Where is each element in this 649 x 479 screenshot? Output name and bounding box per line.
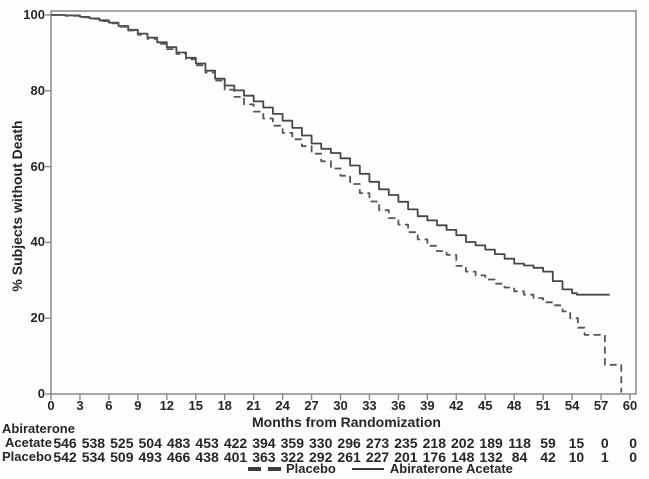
at-risk-count: 359	[280, 435, 304, 451]
legend: Placebo Abiraterone Acetate	[248, 461, 513, 476]
x-tick-label: 21	[246, 398, 261, 413]
at-risk-count: 42	[540, 449, 556, 465]
at-risk-count: 534	[81, 449, 106, 465]
at-risk-count: 546	[53, 435, 77, 451]
at-risk-count: 394	[252, 435, 276, 451]
y-tick-label: 80	[30, 82, 45, 98]
x-tick-label: 15	[188, 398, 203, 413]
at-risk-count: 292	[309, 449, 333, 465]
x-tick-label: 24	[275, 398, 290, 413]
at-risk-count: 509	[110, 449, 134, 465]
risk-table-row-label-placebo: Placebo	[2, 449, 52, 464]
x-tick-label: 30	[333, 398, 348, 413]
at-risk-count: 1	[600, 449, 609, 465]
placebo-curve	[51, 14, 623, 393]
at-risk-count: 538	[81, 435, 106, 451]
at-risk-count: 132	[479, 449, 503, 465]
at-risk-count: 401	[223, 449, 248, 465]
at-risk-count: 118	[508, 435, 531, 451]
at-risk-count: 422	[223, 435, 248, 451]
placebo-dashed-line-swatch	[248, 466, 282, 471]
y-tick-label: 0	[37, 386, 45, 401]
legend-label-abiraterone: Abiraterone Acetate	[389, 461, 513, 476]
at-risk-count: 189	[479, 435, 503, 451]
x-tick-label: 39	[420, 398, 435, 413]
at-risk-count: 218	[422, 435, 446, 451]
x-axis-ticks	[50, 394, 631, 400]
x-axis-title: Months from Randomization	[252, 414, 441, 430]
x-tick-label: 54	[564, 398, 580, 413]
x-tick-label: 51	[535, 398, 551, 413]
at-risk-count: 202	[451, 435, 475, 451]
x-tick-label: 60	[622, 398, 638, 413]
at-risk-count: 176	[422, 449, 446, 465]
y-tick-label: 20	[30, 310, 45, 326]
x-tick-label: 9	[134, 398, 142, 413]
x-tick-label: 12	[159, 398, 175, 413]
at-risk-count: 227	[365, 449, 390, 465]
plot-frame	[50, 10, 637, 395]
x-tick-label: 18	[217, 398, 232, 413]
at-risk-count: 148	[451, 449, 475, 465]
at-risk-count: 363	[252, 449, 276, 465]
at-risk-count: 10	[568, 449, 585, 465]
x-tick-label: 33	[362, 398, 377, 413]
x-tick-label: 57	[593, 398, 609, 413]
at-risk-count: 235	[394, 435, 418, 451]
at-risk-count: 466	[166, 449, 191, 465]
at-risk-count: 438	[195, 449, 219, 465]
at-risk-count: 542	[53, 449, 77, 465]
at-risk-count: 261	[337, 449, 361, 465]
y-tick-label: 100	[23, 7, 45, 22]
abiraterone-solid-line-swatch	[351, 467, 384, 470]
x-tick-label: 45	[478, 398, 493, 413]
at-risk-count: 525	[110, 435, 134, 451]
x-tick-label: 0	[47, 398, 55, 413]
at-risk-count: 201	[394, 449, 418, 465]
x-tick-label: 6	[105, 398, 113, 413]
abiraterone-acetate-curve	[51, 14, 610, 296]
at-risk-count: 493	[138, 449, 162, 465]
at-risk-count: 15	[568, 435, 585, 451]
at-risk-count: 322	[280, 449, 304, 465]
x-tick-label: 3	[76, 398, 84, 413]
at-risk-count: 504	[138, 435, 162, 451]
at-risk-count: 0	[629, 435, 638, 451]
at-risk-count: 273	[365, 435, 390, 451]
at-risk-count: 0	[600, 435, 609, 451]
y-axis-title: % Subjects without Death	[9, 120, 25, 292]
at-risk-count: 296	[337, 435, 361, 451]
at-risk-count: 483	[166, 435, 191, 451]
risk-table-group-header: Abiraterone	[2, 421, 75, 436]
x-tick-label: 48	[506, 398, 522, 413]
at-risk-count: 59	[540, 435, 556, 451]
risk-table-row-label-acetate: Acetate	[5, 435, 52, 450]
legend-label-placebo: Placebo	[286, 461, 336, 476]
y-tick-label: 60	[30, 158, 45, 174]
at-risk-count: 84	[511, 449, 528, 465]
y-tick-label: 40	[30, 234, 45, 250]
at-risk-count: 453	[195, 435, 219, 451]
x-tick-label: 36	[391, 398, 406, 413]
y-axis-ticks	[45, 14, 51, 395]
at-risk-count: 0	[629, 449, 638, 465]
survival-curves	[51, 14, 623, 393]
x-tick-label: 42	[449, 398, 464, 413]
x-tick-label: 27	[304, 398, 319, 413]
at-risk-count: 330	[309, 435, 333, 451]
